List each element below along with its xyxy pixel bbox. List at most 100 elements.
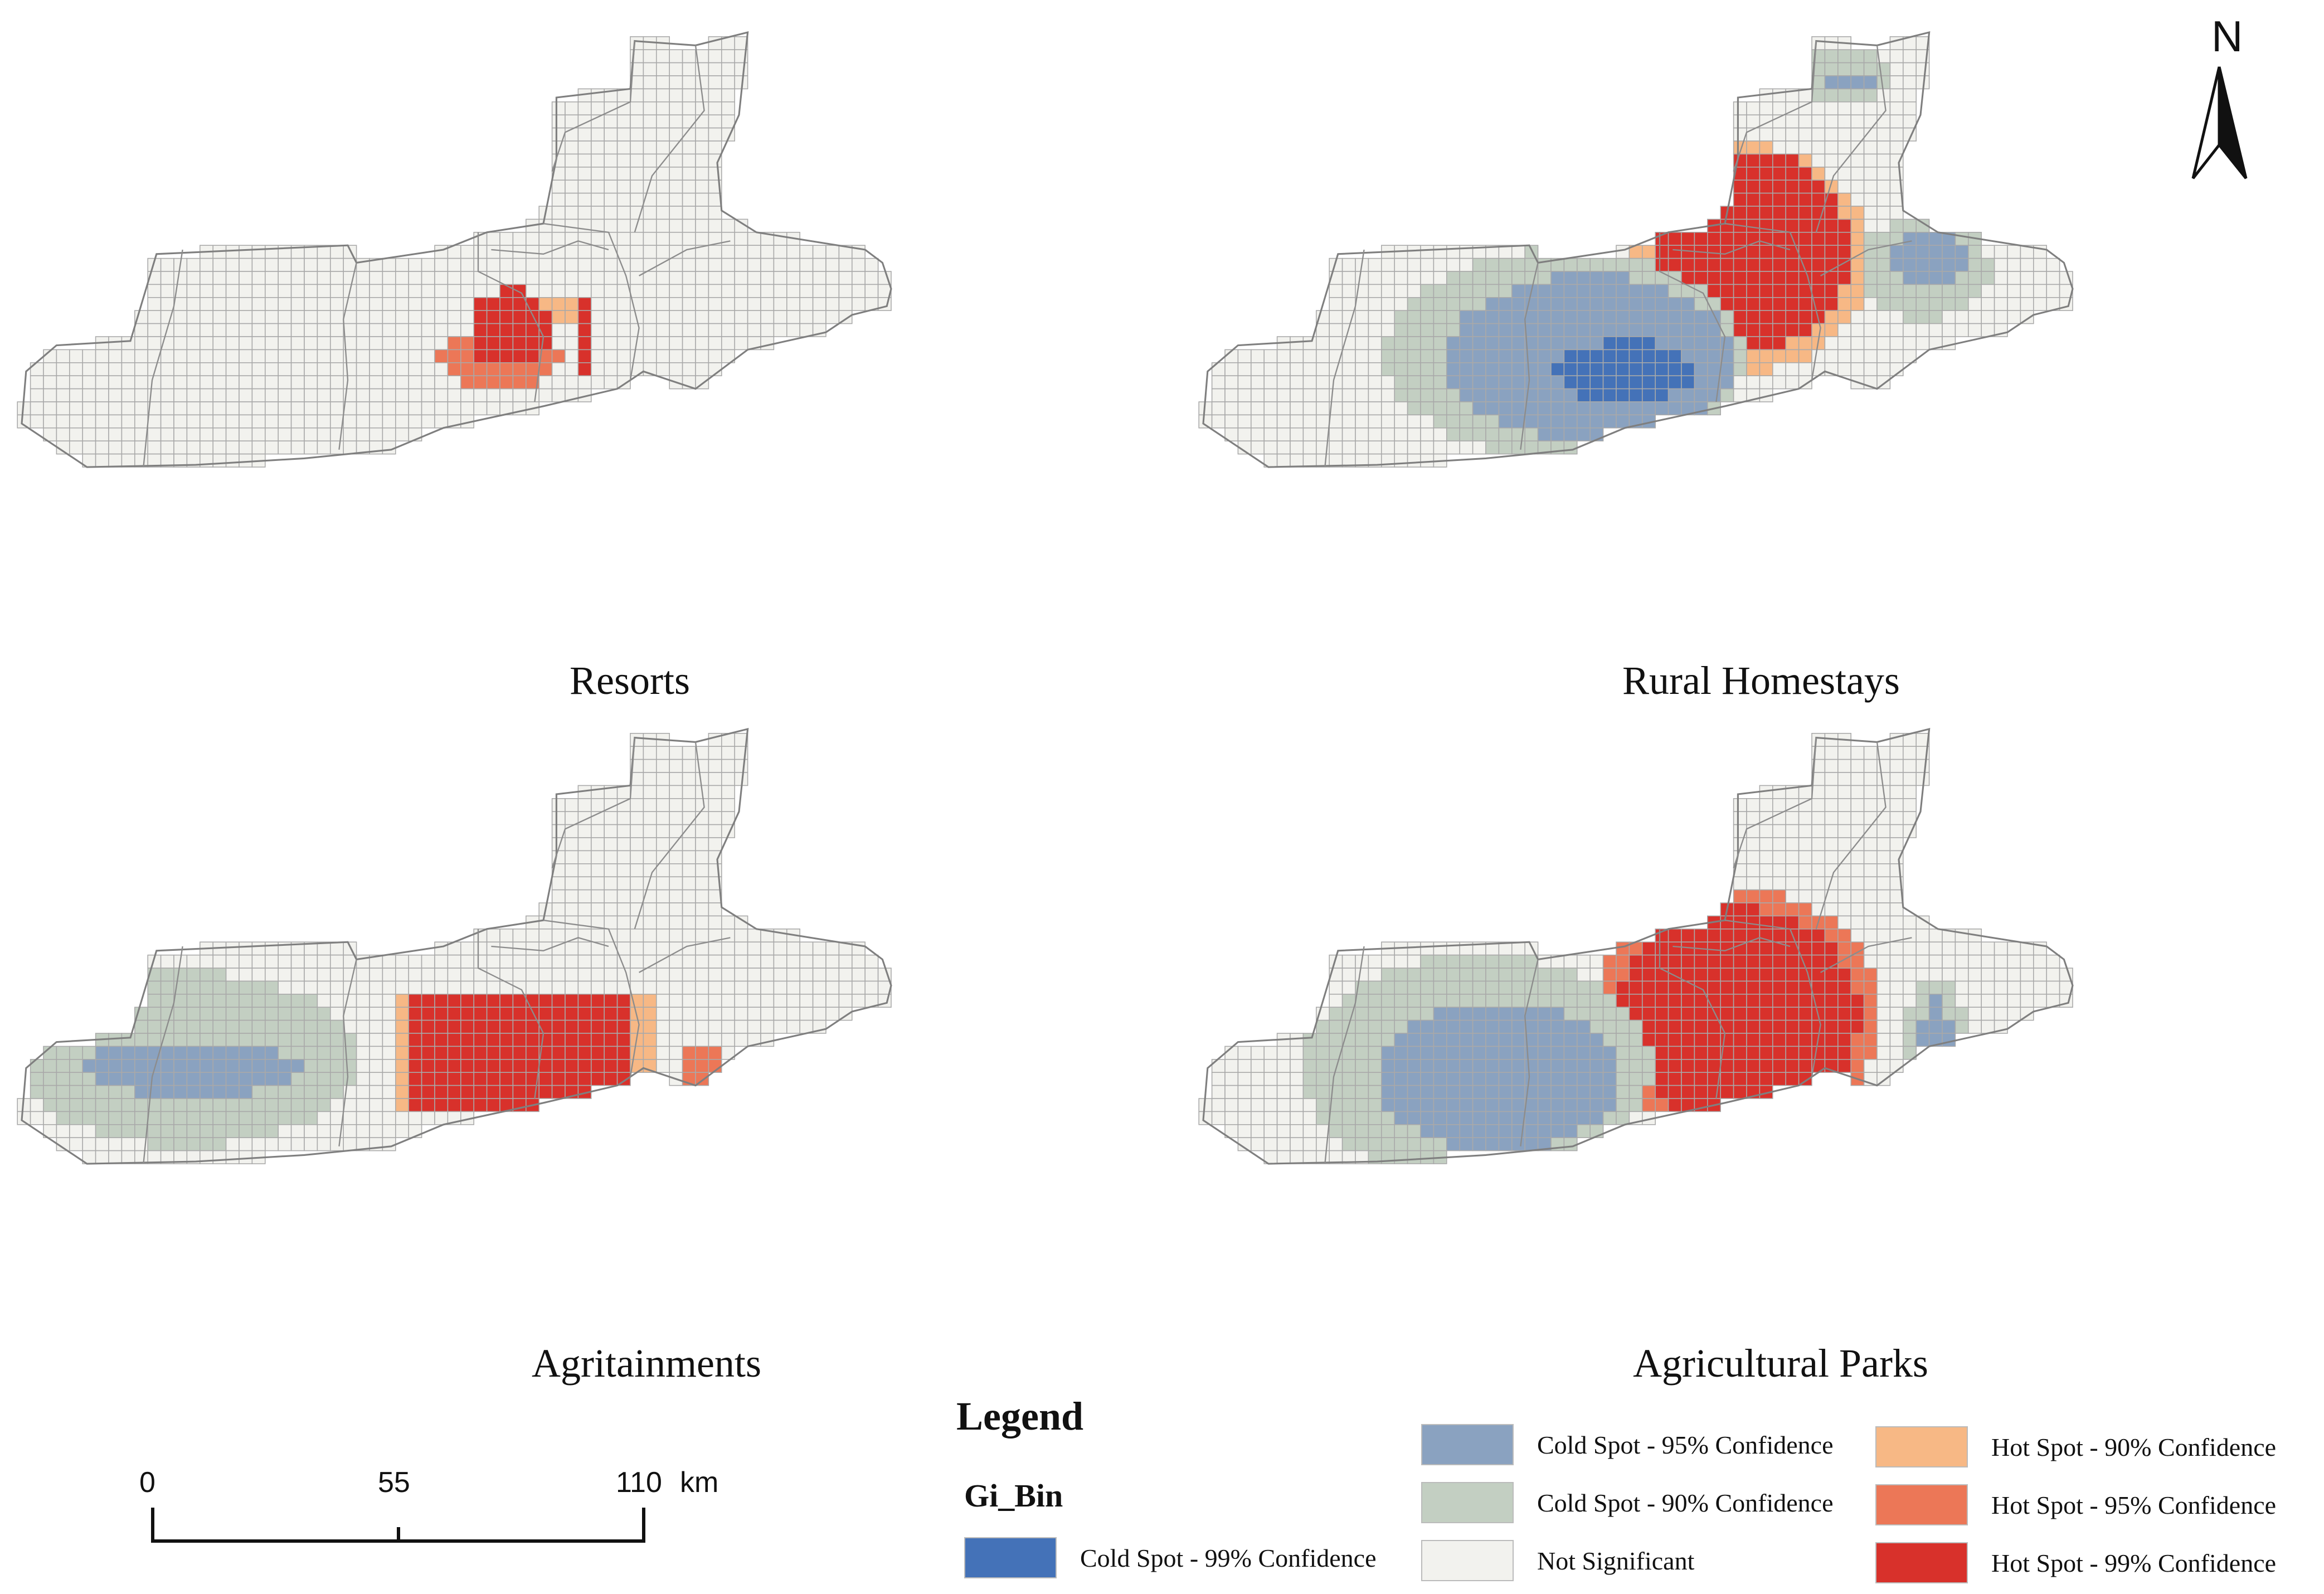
grid-cell [1355,968,1369,982]
grid-cell [512,284,527,298]
grid-cell [1446,1098,1460,1112]
district-boundary [338,959,357,1146]
grid-cell [317,980,331,995]
grid-cell [382,1085,396,1099]
grid-cell [1563,349,1578,363]
grid-cell [1694,954,1708,969]
grid-cell [669,850,683,864]
grid-cell [1329,980,1343,995]
grid-cell [1837,362,1851,376]
grid-cell [1903,785,1917,799]
grid-cell [591,1059,605,1073]
grid-cell [604,167,618,181]
grid-cell [1772,1072,1786,1086]
grid-cell [799,271,814,285]
grid-cell [773,980,787,995]
grid-cell [1837,759,1851,773]
grid-cell [1694,968,1708,982]
grid-cell [799,941,814,956]
grid-cell [1694,1007,1708,1021]
grid-cell [1511,271,1525,285]
grid-cell [225,968,240,982]
grid-cell [1798,994,1812,1008]
grid-cell [1368,349,1382,363]
grid-cell [473,375,488,390]
grid-cell [473,349,488,363]
grid-cell [669,362,683,376]
grid-cell [773,284,787,298]
grid-cell [1785,271,1800,285]
grid-cell [747,257,761,272]
grid-cell [1863,310,1878,324]
grid-cell [1876,310,1891,324]
grid-cell [265,968,279,982]
grid-cell [812,1007,826,1021]
grid-cell [1694,297,1708,311]
grid-cell [408,1072,422,1086]
grid-cell [278,968,292,982]
grid-cell [604,824,618,838]
grid-cell [1577,257,1591,272]
grid-cell [1472,297,1486,311]
grid-cell [1824,75,1839,90]
grid-cell [1550,1072,1565,1086]
grid-cell [225,414,240,429]
grid-cell [1602,362,1617,376]
grid-cell [369,323,383,337]
grid-cell [1889,994,1904,1008]
grid-cell [1733,323,1747,337]
grid-cell [1889,218,1904,233]
grid-cell [1433,1111,1447,1125]
grid-cell [69,375,83,390]
grid-cell [669,101,683,115]
grid-cell [604,140,618,155]
grid-cell [460,297,474,311]
grid-cell [395,1085,409,1099]
grid-cell [1798,1046,1812,1060]
grid-cell [1733,1019,1747,1034]
grid-cell [1667,271,1682,285]
grid-cell [669,257,683,272]
grid-cell [330,440,344,455]
grid-cell [565,1059,579,1073]
grid-cell [186,1137,201,1151]
grid-cell [1707,297,1721,311]
grid-cell [551,114,566,129]
grid-cell [630,153,644,168]
grid-cell [1968,310,1982,324]
grid-cell [773,310,787,324]
grid-cell [1759,284,1773,298]
grid-cell [1968,941,1982,956]
grid-cell [1863,167,1878,181]
grid-cell [1785,362,1800,376]
grid-cell [1511,941,1525,956]
grid-cell [565,179,579,194]
grid-cell [212,284,227,298]
grid-cell [669,954,683,969]
grid-cell [1420,310,1435,324]
district-boundary [543,223,640,381]
legend-item-not-significant: Not Significant [1421,1538,1694,1583]
grid-cell [1563,257,1578,272]
grid-cell [1459,427,1474,441]
grid-cell [1746,297,1761,311]
grid-cell [656,1019,670,1034]
grid-cell [1407,1072,1421,1086]
grid-cell [1472,401,1486,416]
grid-cell [695,772,709,786]
grid-cell [1459,1137,1474,1151]
grid-cell [1733,284,1747,298]
grid-cell [1876,1007,1891,1021]
grid-cell [630,798,644,812]
grid-cell [669,206,683,220]
grid-cell [1381,271,1395,285]
grid-cell [1420,271,1435,285]
grid-cell [512,271,527,285]
grid-cell [1824,929,1839,942]
grid-cell [1550,323,1565,337]
grid-cell [1811,192,1826,207]
grid-cell [708,863,722,877]
grid-cell [1863,257,1878,272]
grid-cell [1903,62,1917,76]
district-boundary [477,232,544,402]
